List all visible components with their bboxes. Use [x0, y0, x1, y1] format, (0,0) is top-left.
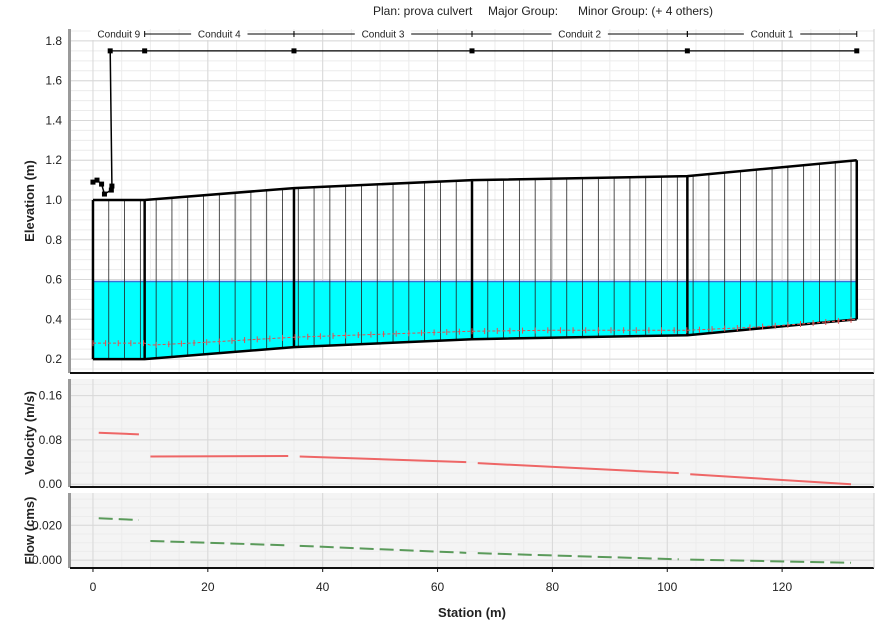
- profile-ytick-label: 0.4: [45, 312, 62, 326]
- flow-plot-area: [70, 493, 874, 568]
- conduit-label-group: Conduit 4: [144, 28, 295, 41]
- profile-ytick-label: 0.2: [45, 352, 62, 366]
- conduit-label-group: Conduit 1: [686, 28, 858, 41]
- link-node-marker: [99, 181, 105, 187]
- profile-ylabel: Elevation (m): [22, 160, 37, 242]
- conduit-crown-line: [92, 158, 857, 202]
- flow-ytick-label: 0.000: [32, 553, 62, 567]
- conduit-label-bg: [551, 28, 608, 40]
- xtick-label: 100: [657, 580, 677, 594]
- flow-ylabel: Flow (cms): [22, 497, 37, 565]
- velocity-series-segment: [690, 473, 852, 486]
- conduit-label: Conduit 9: [97, 30, 140, 41]
- major-group-label: Major Group:: [488, 4, 559, 18]
- profile-ytick-label: 0.6: [45, 273, 62, 287]
- velocity-series-segment: [299, 455, 467, 464]
- velocity-plot-area: [70, 379, 874, 487]
- minor-group-label[interactable]: Minor Group: (+ 4 others): [578, 4, 714, 18]
- xtick-label: 0: [90, 580, 97, 594]
- profile-left-axis: [68, 29, 71, 373]
- conduit-label: Conduit 4: [198, 30, 241, 41]
- conduit-label-group: Conduit 9: [90, 28, 148, 41]
- link-node-marker: [94, 177, 100, 183]
- node-marker: [684, 48, 690, 54]
- profile-ytick-label: 1.4: [45, 113, 62, 127]
- conduit-label-bg: [354, 28, 412, 40]
- conduit-label-bg: [90, 28, 148, 40]
- profile-ytick-label: 1.0: [45, 193, 62, 207]
- link-node-marker: [109, 183, 115, 189]
- link-node-marker: [108, 187, 114, 193]
- xlabel: Station (m): [438, 605, 506, 620]
- conduit-invert-line: [92, 318, 857, 361]
- velocity-series-segment: [477, 462, 679, 475]
- plan-header: Plan: prova culvert Major Group: Minor G…: [0, 4, 884, 22]
- velocity-ylabel: Velocity (m/s): [22, 391, 37, 475]
- velocity-series-segment: [150, 454, 289, 458]
- hgl-line: [92, 318, 857, 346]
- xtick-label: 80: [546, 580, 560, 594]
- conduit-label-group: Conduit 2: [471, 28, 688, 41]
- plan-label: Plan: prova culvert: [373, 4, 473, 18]
- flow-series-segment: [98, 517, 139, 522]
- node-marker: [142, 48, 148, 54]
- conduit-label-bg: [191, 28, 248, 40]
- conduit-label-group: Conduit 3: [293, 28, 473, 41]
- velocity-ytick-label: 0.08: [39, 433, 63, 447]
- xtick-label: 60: [431, 580, 445, 594]
- velocity-ytick-label: 0.16: [39, 389, 63, 403]
- flow-series-segment: [690, 558, 852, 564]
- profile-ytick-label: 0.8: [45, 233, 62, 247]
- conduit-label: Conduit 1: [751, 30, 794, 41]
- flow-series-segment: [150, 539, 289, 547]
- cross-section-lines: [92, 160, 852, 360]
- conduit-label: Conduit 3: [362, 30, 405, 41]
- link-node-marker: [101, 191, 107, 197]
- velocity-major-grid: [70, 379, 874, 487]
- profile-ytick-label: 1.6: [45, 74, 62, 88]
- xtick-label: 120: [772, 580, 792, 594]
- conduit-label: Conduit 2: [558, 30, 601, 41]
- node-marker: [854, 48, 860, 54]
- flow-left-axis: [68, 493, 71, 568]
- hgl-markers: [92, 316, 852, 348]
- link-node-marker: [90, 179, 96, 185]
- conduit-label-bg: [743, 28, 801, 40]
- xtick-label: 40: [316, 580, 330, 594]
- flow-series-segment: [477, 552, 679, 561]
- node-marker: [291, 48, 297, 54]
- water-fill: [92, 281, 857, 360]
- velocity-left-axis: [68, 379, 71, 487]
- node-marker: [469, 48, 475, 54]
- flow-ytick-label: 0.020: [32, 518, 62, 532]
- velocity-series-segment: [98, 431, 139, 436]
- xtick-label: 20: [201, 580, 215, 594]
- profile-ytick-label: 1.8: [45, 34, 62, 48]
- profile-ytick-label: 1.2: [45, 153, 62, 167]
- velocity-ytick-label: 0.00: [39, 477, 63, 491]
- flow-series-segment: [299, 544, 467, 554]
